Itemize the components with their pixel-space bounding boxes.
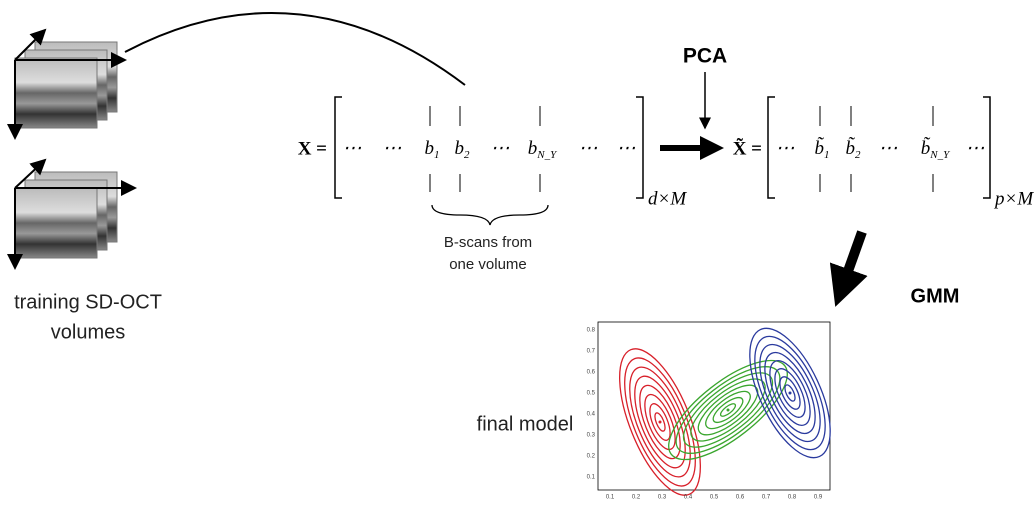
entry-text: ⋯ bbox=[491, 138, 510, 159]
y-tick-label: 0.3 bbox=[587, 433, 596, 439]
training-label: volumes bbox=[51, 321, 125, 343]
entry-text: ⋯ bbox=[343, 138, 362, 159]
entry-text: ⋯ bbox=[383, 138, 402, 159]
matrix-entry: b̃2 bbox=[846, 138, 862, 161]
x-tick-label: 0.4 bbox=[684, 495, 693, 501]
oct-volume bbox=[15, 160, 135, 268]
center bbox=[727, 409, 730, 412]
center bbox=[789, 392, 792, 395]
y-tick-label: 0.1 bbox=[587, 475, 596, 481]
center bbox=[659, 421, 662, 424]
arrow bbox=[842, 232, 862, 288]
gmm-label: GMM bbox=[911, 285, 960, 307]
x-tick-label: 0.8 bbox=[788, 495, 797, 501]
matrix-entry: b2 bbox=[455, 138, 471, 160]
matrix-entry: ⋯ bbox=[879, 138, 898, 159]
matrix-size: d×M bbox=[648, 188, 687, 209]
pca-label: PCA bbox=[683, 45, 727, 68]
entry-sub: N_Y bbox=[929, 149, 951, 161]
entry-sub: 2 bbox=[464, 149, 470, 161]
final-model-label: final model bbox=[477, 413, 574, 435]
matrix-lhs: X = bbox=[298, 138, 327, 159]
contours bbox=[603, 317, 847, 506]
matrix-entry: bN_Y bbox=[528, 138, 558, 160]
entry-text: ⋯ bbox=[776, 138, 795, 159]
x-tick-label: 0.6 bbox=[736, 495, 745, 501]
bscan-label: one volume bbox=[449, 256, 527, 273]
bscan-label: B-scans from bbox=[444, 234, 532, 251]
matrix-entry: b1 bbox=[425, 138, 440, 160]
y-tick-label: 0.8 bbox=[587, 328, 596, 334]
matrix-entry: ⋯ bbox=[343, 138, 362, 159]
entry-text: ⋯ bbox=[579, 138, 598, 159]
entry-text: b bbox=[528, 138, 538, 159]
training-label: training SD-OCT bbox=[14, 291, 162, 313]
x-tick-label: 0.9 bbox=[814, 495, 823, 501]
x-tick-label: 0.7 bbox=[762, 495, 771, 501]
diagram: training SD-OCT volumes B-scans from one… bbox=[0, 0, 1034, 508]
entry-sub: 2 bbox=[855, 149, 861, 161]
entry-text: ⋯ bbox=[966, 138, 985, 159]
y-tick-label: 0.7 bbox=[587, 349, 596, 355]
plot-frame bbox=[598, 322, 830, 490]
entry-sub: 1 bbox=[824, 149, 830, 161]
entry-sub: 1 bbox=[434, 149, 440, 161]
matrix-entry: ⋯ bbox=[383, 138, 402, 159]
matrix-entry: ⋯ bbox=[491, 138, 510, 159]
y-tick-label: 0.2 bbox=[587, 454, 596, 460]
matrix-entry: ⋯ bbox=[579, 138, 598, 159]
matrix-entry: b̃N_Y bbox=[921, 138, 951, 161]
matrix-lhs: X̃ = bbox=[733, 138, 762, 159]
y-tick-label: 0.5 bbox=[587, 391, 596, 397]
entry-text: b bbox=[455, 138, 465, 159]
entry-text: ⋯ bbox=[879, 138, 898, 159]
y-tick-label: 0.4 bbox=[587, 412, 596, 418]
matrix-entry: b̃1 bbox=[815, 138, 830, 161]
matrix-entry: ⋯ bbox=[966, 138, 985, 159]
x-tick-label: 0.3 bbox=[658, 495, 667, 501]
x-tick-label: 0.2 bbox=[632, 495, 641, 501]
connector-curve bbox=[125, 13, 465, 85]
x-tick-label: 0.1 bbox=[606, 495, 615, 501]
entry-text: b bbox=[425, 138, 435, 159]
oct-volume bbox=[15, 30, 125, 138]
matrix-entry: ⋯ bbox=[617, 138, 636, 159]
y-tick-label: 0.6 bbox=[587, 370, 596, 376]
entry-text: ⋯ bbox=[617, 138, 636, 159]
entry-sub: N_Y bbox=[536, 149, 558, 161]
x-tick-label: 0.5 bbox=[710, 495, 719, 501]
matrix-entry: ⋯ bbox=[776, 138, 795, 159]
brace bbox=[432, 205, 548, 225]
matrix-size: p×M bbox=[993, 188, 1034, 209]
